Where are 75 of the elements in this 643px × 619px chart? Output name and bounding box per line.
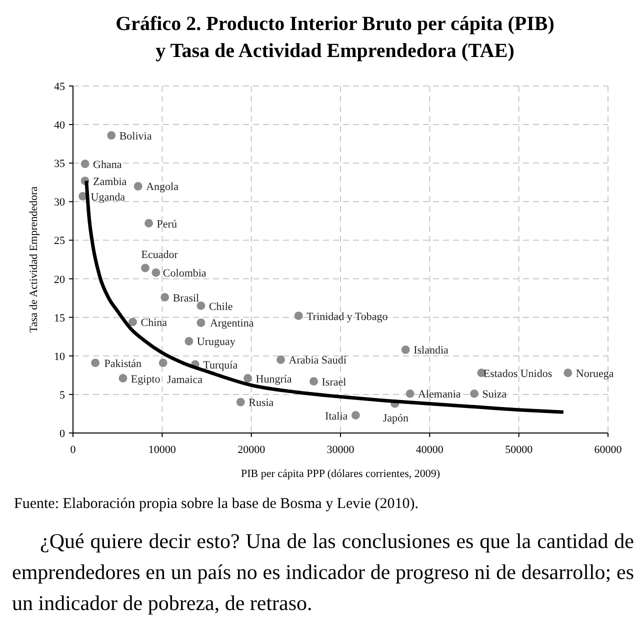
y-tick-label: 40 — [54, 120, 66, 132]
point — [158, 358, 168, 368]
series-label: Angola — [146, 181, 179, 194]
y-tick-label: 0 — [60, 428, 66, 440]
x-tick-label: 40000 — [416, 444, 444, 456]
y-tick-label: 30 — [54, 196, 66, 209]
series-label: China — [140, 316, 168, 329]
series-label: Perú — [156, 218, 178, 230]
point — [144, 219, 154, 228]
x-axis-title: PIB per cápita PPP (dólares corrientes, 2009) — [240, 468, 440, 480]
series-label: Colombia — [162, 268, 206, 280]
point — [310, 377, 318, 386]
x-tick-label: 60000 — [594, 444, 622, 456]
series-label: Jamaica — [167, 374, 203, 386]
series-label: Hungría — [256, 373, 292, 386]
source-note: Fuente: Elaboración propia sobre la base de Bosma y Levie (2010). — [14, 496, 418, 512]
series-label: Alemania — [418, 388, 461, 401]
series-label: Ghana — [93, 158, 122, 171]
series-label: Zambia — [93, 176, 127, 188]
series-label: Noruega — [576, 368, 614, 380]
series-label: Islandia — [414, 344, 449, 357]
series-label: Japón — [382, 412, 410, 425]
point — [160, 293, 170, 302]
point — [80, 160, 90, 168]
series-label: Rusia — [248, 397, 274, 410]
chart-title: Gráfico 2. Producto Interior Bruto per cápita (PIB) y Tasa de Actividad Emprendedora (TAE) — [116, 13, 554, 62]
point — [196, 318, 206, 327]
series-label: Uganda — [90, 191, 126, 204]
point — [244, 374, 252, 382]
point — [401, 346, 410, 354]
text: ¿Qué quiere decir esto? Una de las conclusiones es que la cantidad de emprendedores en un país no es indicador de progreso ni de desarrollo; es un indicador de pobreza, de retraso. — [12, 528, 634, 617]
x-tick-label: 10000 — [148, 444, 176, 456]
point — [91, 358, 100, 368]
series-label: Trinidad y Tobago — [306, 310, 388, 323]
series-label: Italia — [325, 410, 348, 422]
y-tick-label: 25 — [54, 235, 66, 248]
point — [184, 337, 194, 346]
point — [276, 356, 285, 364]
y-tick-label: 35 — [54, 158, 66, 170]
y-axis-title: Tasa de Actividad Emprendedora — [28, 186, 40, 333]
y-tick-label: 45 — [54, 81, 66, 93]
series-label: Chile — [208, 300, 233, 313]
y-tick-label: 20 — [54, 274, 66, 286]
series-label: Egipto — [130, 373, 161, 386]
point — [141, 264, 150, 272]
series-label: Turquía — [203, 359, 238, 372]
point — [294, 312, 303, 320]
point — [406, 389, 414, 398]
point — [470, 389, 478, 398]
series-label: Suiza — [482, 388, 507, 401]
point — [128, 318, 137, 326]
point — [107, 131, 116, 140]
series-label: Arabia Saudí — [288, 354, 346, 367]
point — [351, 411, 360, 420]
series-label: Ecuador — [141, 248, 178, 261]
point — [152, 268, 160, 277]
series-label: Brasil — [172, 292, 200, 304]
point — [134, 182, 142, 190]
x-tick-label: 20000 — [238, 444, 266, 456]
point — [564, 368, 572, 378]
series-label: Argentina — [210, 318, 254, 330]
series-label: Uruguay — [196, 336, 236, 348]
series-label: Bolivia — [119, 130, 152, 142]
point — [196, 302, 206, 310]
x-tick-label: 50000 — [505, 444, 534, 456]
point — [118, 374, 128, 382]
series-label: Estados Unidos — [483, 368, 552, 380]
x-tick-label: 0 — [70, 444, 76, 456]
series-label: Pakistán — [104, 358, 142, 370]
y-tick-label: 15 — [54, 312, 66, 324]
y-tick-label: 10 — [54, 350, 66, 363]
y-tick-label: 5 — [60, 389, 66, 402]
point — [236, 398, 245, 406]
x-tick-label: 30000 — [326, 444, 355, 456]
series-label: Israel — [322, 376, 346, 388]
